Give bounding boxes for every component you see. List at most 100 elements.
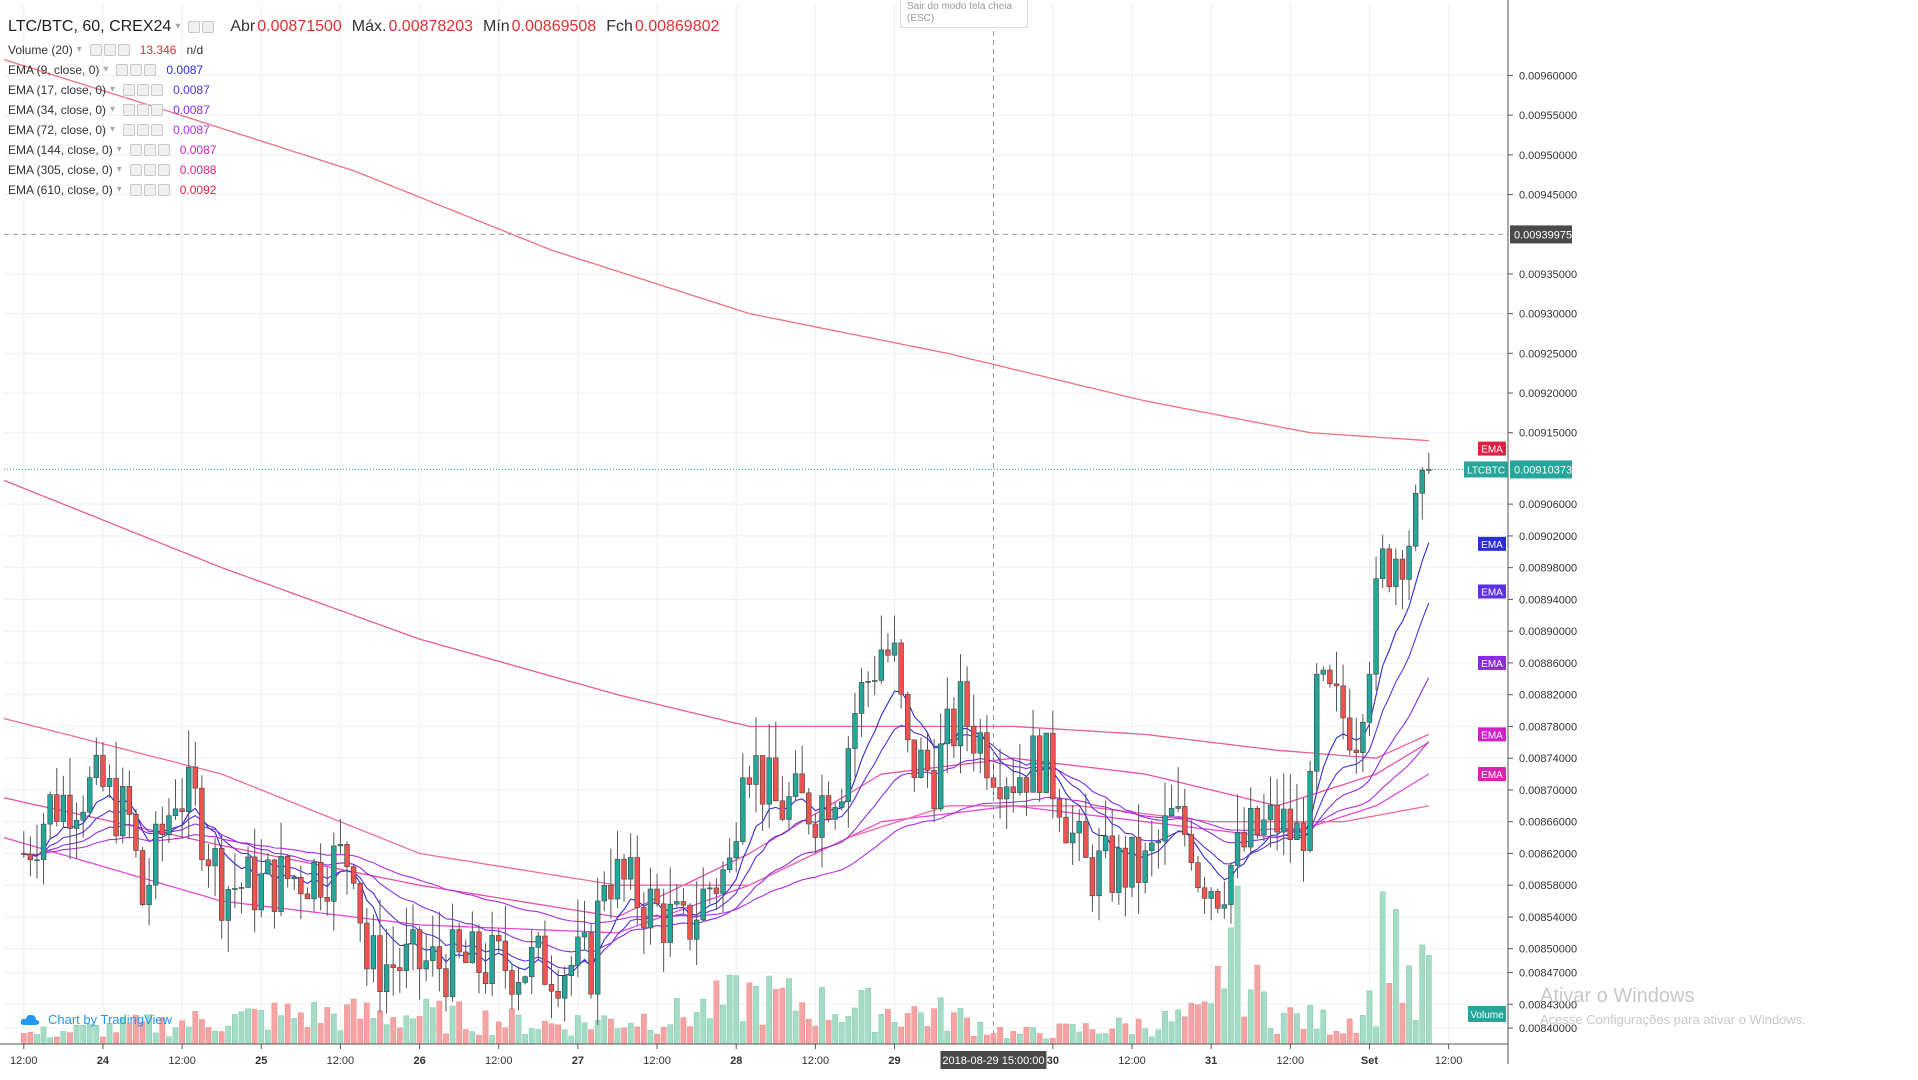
settings-icon[interactable] — [130, 64, 143, 76]
last-price-symbol-label: LTCBTC — [1467, 465, 1505, 476]
candle-body — [502, 940, 509, 971]
volume-bar — [634, 1026, 641, 1045]
chevron-down-icon[interactable]: ▾ — [116, 144, 122, 155]
symbol-label[interactable]: LTC/BTC, 60, CREX24 — [8, 18, 172, 35]
candle-body — [350, 866, 357, 884]
candle-body — [218, 848, 225, 921]
eye-icon[interactable] — [89, 44, 102, 56]
candle-body — [1109, 835, 1115, 893]
eye-icon[interactable] — [129, 144, 142, 156]
volume-bar — [1228, 927, 1234, 1045]
volume-bar — [555, 1024, 561, 1045]
volume-bar — [20, 1033, 27, 1045]
ema-legend-row[interactable]: EMA (72, close, 0) ▾ 0.0087 — [8, 120, 719, 140]
ema-legend-label[interactable]: EMA (610, close, 0) — [8, 183, 113, 197]
candle-body — [568, 964, 574, 976]
time-tick-label: 30 — [1047, 1055, 1059, 1067]
chevron-down-icon[interactable]: ▾ — [116, 184, 122, 195]
ema-legend-label[interactable]: EMA (144, close, 0) — [8, 143, 113, 157]
close-icon[interactable] — [157, 184, 170, 196]
exit-fullscreen-hint[interactable]: Sair do modo tela cheia (ESC) — [900, 0, 1028, 28]
settings-icon[interactable] — [103, 44, 116, 56]
close-icon[interactable] — [151, 84, 164, 96]
candle-body — [753, 755, 759, 785]
close-icon[interactable] — [151, 124, 164, 136]
eye-icon[interactable] — [129, 164, 142, 176]
eye-icon[interactable] — [123, 104, 136, 116]
close-icon[interactable] — [157, 144, 170, 156]
settings-icon[interactable] — [143, 164, 156, 176]
chart-legend: LTC/BTC, 60, CREX24 ▾ Abr 0.00871500 Máx.… — [8, 14, 719, 200]
ema-legend-row[interactable]: EMA (17, close, 0) ▾ 0.0087 — [8, 80, 719, 100]
candle-body — [1360, 721, 1366, 753]
chevron-down-icon[interactable]: ▾ — [116, 164, 122, 175]
settings-icon[interactable] — [137, 124, 150, 136]
eye-icon[interactable] — [129, 184, 142, 196]
volume-bar — [1049, 1037, 1056, 1045]
ema-legend-row[interactable]: EMA (305, close, 0) ▾ 0.0088 — [8, 160, 719, 180]
volume-legend-row[interactable]: Volume (20) ▾ 13.346 n/d — [8, 40, 719, 60]
volume-bar — [482, 1010, 489, 1045]
settings-icon[interactable] — [137, 104, 150, 116]
chevron-down-icon[interactable]: ▾ — [110, 104, 116, 115]
candle-body — [654, 888, 660, 905]
tradingview-credit-text[interactable]: Chart by TradingView — [48, 1012, 173, 1027]
eye-icon[interactable] — [123, 124, 136, 136]
candle-body — [1030, 735, 1036, 793]
candle-body — [852, 713, 858, 749]
candle-body — [1188, 834, 1195, 863]
candle-body — [1241, 832, 1247, 848]
candle-body — [100, 754, 106, 787]
chevron-down-icon[interactable]: ▾ — [110, 124, 116, 135]
close-icon[interactable] — [151, 104, 164, 116]
eye-icon[interactable] — [116, 64, 129, 76]
settings-icon[interactable] — [143, 184, 156, 196]
ema-legend-label[interactable]: EMA (34, close, 0) — [8, 103, 107, 117]
candle-body — [1419, 470, 1425, 494]
ema-legend-label[interactable]: EMA (17, close, 0) — [8, 83, 107, 97]
close-icon[interactable] — [157, 164, 170, 176]
candle-body — [1056, 798, 1063, 818]
crosshair-time-label: 2018-08-29 15:00:00 — [942, 1055, 1044, 1067]
ema-legend-row[interactable]: EMA (610, close, 0) ▾ 0.0092 — [8, 180, 719, 200]
ema-legend-row[interactable]: EMA (9, close, 0) ▾ 0.0087 — [8, 60, 719, 80]
ema-legend-row[interactable]: EMA (34, close, 0) ▾ 0.0087 — [8, 100, 719, 120]
chevron-down-icon[interactable]: ▾ — [76, 44, 82, 55]
ohlc-low-key: Mín — [482, 18, 510, 35]
price-tick-label: 0.00902000 — [1519, 531, 1577, 543]
close-icon[interactable] — [117, 44, 130, 56]
price-tick-label: 0.00945000 — [1519, 190, 1577, 202]
volume-legend-label[interactable]: Volume (20) — [8, 43, 73, 57]
volume-bar — [601, 1015, 608, 1045]
volume-bar — [693, 1012, 700, 1045]
candle-body — [1116, 847, 1122, 893]
ema-legend-row[interactable]: EMA (144, close, 0) ▾ 0.0087 — [8, 140, 719, 160]
candle-body — [251, 856, 258, 911]
candle-body — [529, 947, 535, 978]
settings-icon[interactable] — [143, 144, 156, 156]
candle-body — [324, 896, 330, 902]
tradingview-credit[interactable]: Chart by TradingView — [20, 1012, 172, 1027]
candle-body — [1129, 836, 1135, 888]
ema-actions — [123, 124, 164, 136]
candle-body — [674, 901, 680, 905]
ema-legend-label[interactable]: EMA (72, close, 0) — [8, 123, 107, 137]
chevron-down-icon[interactable]: ▾ — [175, 21, 181, 32]
time-tick-label: 29 — [888, 1055, 900, 1067]
chevron-down-icon[interactable]: ▾ — [103, 64, 109, 75]
settings-icon[interactable] — [137, 84, 150, 96]
volume-bar — [726, 974, 733, 1045]
ema-legend-label[interactable]: EMA (9, close, 0) — [8, 63, 100, 77]
eye-icon[interactable] — [188, 21, 201, 33]
price-tick-label: 0.00882000 — [1519, 690, 1577, 702]
chevron-down-icon[interactable]: ▾ — [110, 84, 116, 95]
ema-line — [23, 741, 1430, 925]
settings-icon[interactable] — [202, 21, 215, 33]
close-icon[interactable] — [144, 64, 157, 76]
ema-legend-label[interactable]: EMA (305, close, 0) — [8, 163, 113, 177]
volume-bar — [502, 1027, 509, 1045]
eye-icon[interactable] — [123, 84, 136, 96]
